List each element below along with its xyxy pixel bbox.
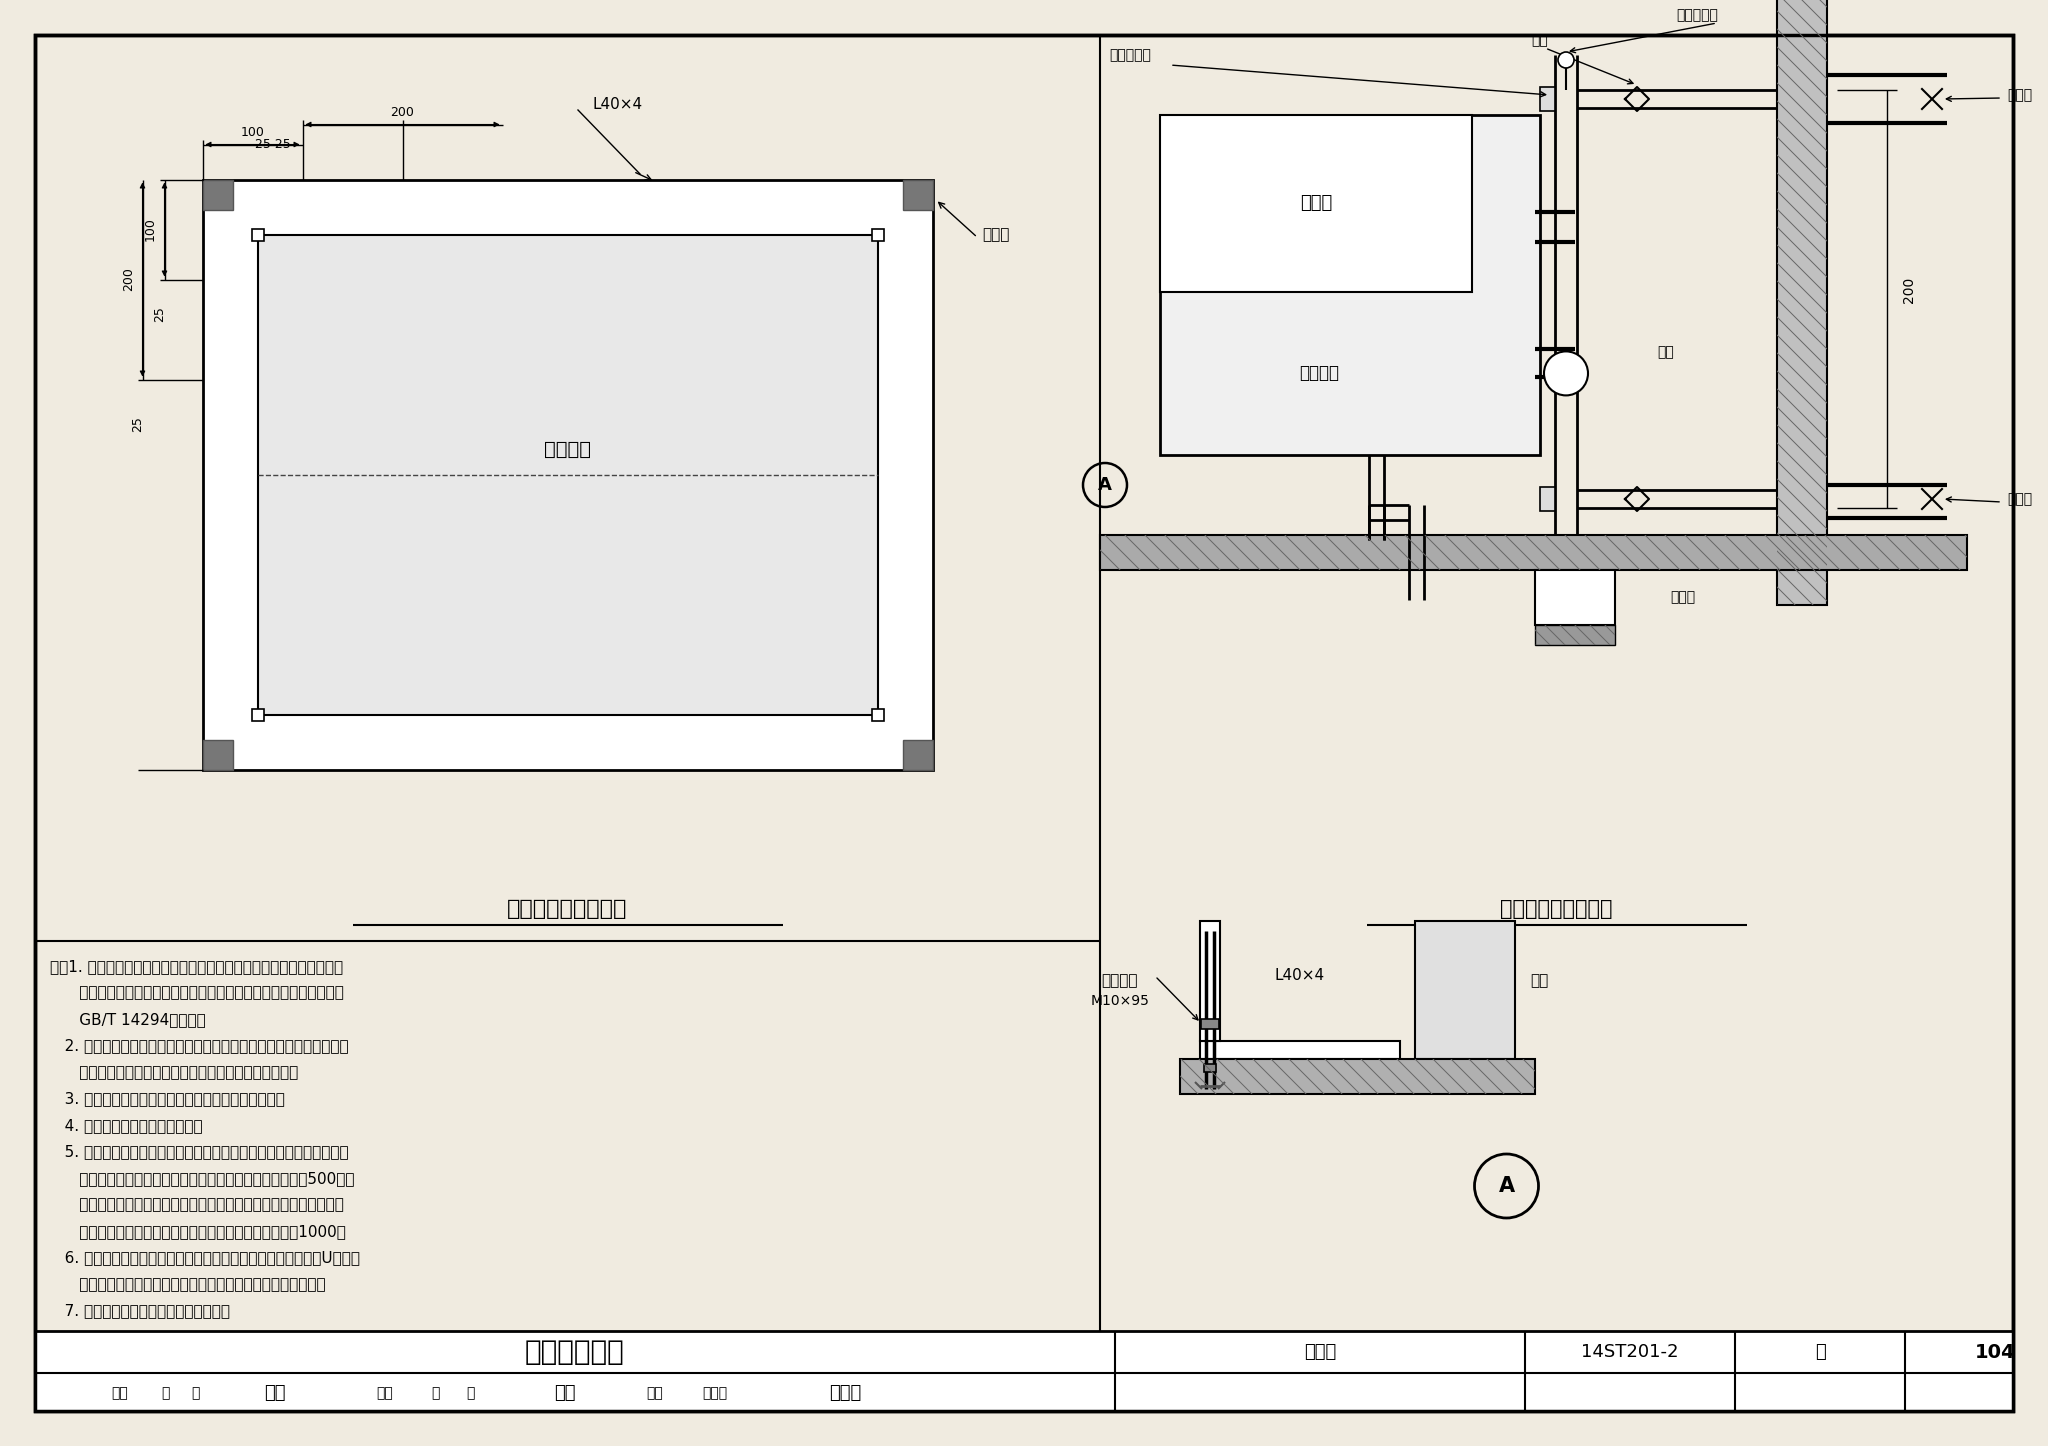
Text: 李辉: 李辉 xyxy=(555,1384,575,1403)
Circle shape xyxy=(1544,351,1587,395)
Text: 科: 科 xyxy=(465,1387,475,1400)
Text: 校对: 校对 xyxy=(377,1387,393,1400)
Text: 100: 100 xyxy=(240,126,264,139)
Bar xyxy=(1415,921,1516,1058)
Text: 25: 25 xyxy=(131,416,143,432)
Bar xyxy=(258,234,877,714)
Text: 6. 基础的强度应能满足机组的运行重量，高度应能满足凝结水U型弯的: 6. 基础的强度应能满足机组的运行重量，高度应能满足凝结水U型弯的 xyxy=(49,1251,360,1265)
Text: 104: 104 xyxy=(1974,1342,2015,1362)
Bar xyxy=(1200,1019,1219,1030)
Text: 25 25: 25 25 xyxy=(254,137,291,150)
Text: 4. 空调机组四周进行限位固定。: 4. 空调机组四周进行限位固定。 xyxy=(49,1118,203,1134)
Text: 杜永强: 杜永强 xyxy=(702,1387,727,1400)
Text: 祁承旭: 祁承旭 xyxy=(829,1384,860,1403)
Text: 基础边: 基础边 xyxy=(983,227,1010,241)
Text: 100: 100 xyxy=(143,217,158,241)
Text: GB/T 14294的规定。: GB/T 14294的规定。 xyxy=(49,1012,205,1027)
Bar xyxy=(1540,487,1554,510)
Text: 铜闸阀: 铜闸阀 xyxy=(2007,492,2032,506)
Bar xyxy=(1100,535,1966,570)
Circle shape xyxy=(1559,52,1575,68)
Bar xyxy=(1536,625,1616,645)
Bar xyxy=(1536,625,1616,645)
Bar xyxy=(203,179,233,210)
Text: 蝶阀: 蝶阀 xyxy=(1657,344,1673,359)
Text: 接宜采用橡胶柔性接头，管道应设置独立的支、吊架。: 接宜采用橡胶柔性接头，管道应设置独立的支、吊架。 xyxy=(49,1066,299,1080)
Bar xyxy=(1200,921,1221,1041)
Text: 设计: 设计 xyxy=(647,1387,664,1400)
Text: 注：1. 组合式空调机组的现场组装应由供应商负责实施，组装完成后应: 注：1. 组合式空调机组的现场组装应由供应商负责实施，组装完成后应 xyxy=(49,959,344,975)
Bar xyxy=(1180,1058,1536,1095)
Text: M10×95: M10×95 xyxy=(1092,993,1149,1008)
Text: 排水沟: 排水沟 xyxy=(1669,590,1696,604)
Text: 200: 200 xyxy=(391,106,414,119)
Text: 105: 105 xyxy=(1556,369,1577,379)
Text: 2. 机组接管最低点应设泄水阀，最高点应设放气阀；水管道与机组连: 2. 机组接管最低点应设泄水阀，最高点应设放气阀；水管道与机组连 xyxy=(49,1038,348,1054)
Text: 3. 在冬季使用时，应有防止盘管、管路冻结的措施。: 3. 在冬季使用时，应有防止盘管、管路冻结的措施。 xyxy=(49,1092,285,1106)
Bar xyxy=(1204,1064,1217,1071)
Text: 进行漏风率检测，漏风率应符合现行国家标准《组合式空调机组》: 进行漏风率检测，漏风率应符合现行国家标准《组合式空调机组》 xyxy=(49,986,344,1001)
Bar xyxy=(903,179,932,210)
Text: 图集号: 图集号 xyxy=(1305,1343,1335,1361)
Bar xyxy=(252,228,264,240)
Text: 25: 25 xyxy=(154,307,166,322)
Text: 14ST201-2: 14ST201-2 xyxy=(1581,1343,1679,1361)
Text: 空调机组: 空调机组 xyxy=(1300,364,1339,382)
Text: 橡胶软接头: 橡胶软接头 xyxy=(1110,48,1151,62)
Text: 蝶阀: 蝶阀 xyxy=(1532,33,1548,48)
Bar xyxy=(1200,1041,1401,1058)
Bar xyxy=(1159,116,1540,455)
Text: 空调机组安装: 空调机组安装 xyxy=(524,1338,625,1366)
Bar xyxy=(203,739,233,769)
Text: 便当万一需要更换盘管时有足够的空间），最小不小于1000。: 便当万一需要更换盘管时有足够的空间），最小不小于1000。 xyxy=(49,1223,346,1239)
Text: 膨胀螺栓: 膨胀螺栓 xyxy=(1102,973,1139,989)
Text: 李莉: 李莉 xyxy=(264,1384,287,1403)
Text: 萌: 萌 xyxy=(190,1387,199,1400)
Bar xyxy=(203,179,932,769)
Bar xyxy=(872,228,883,240)
Text: 200: 200 xyxy=(1903,276,1917,304)
Text: 7. 排水管出口方向顺排水沟水流方向。: 7. 排水管出口方向顺排水沟水流方向。 xyxy=(49,1303,229,1319)
Text: 空调机组: 空调机组 xyxy=(545,440,592,458)
Bar xyxy=(903,739,932,769)
Text: 空调机组接管安装图: 空调机组接管安装图 xyxy=(1501,899,1612,920)
Bar xyxy=(1100,535,1966,570)
Text: 空调机组基础安装图: 空调机组基础安装图 xyxy=(508,899,627,920)
Bar xyxy=(1778,0,1827,604)
Text: 李: 李 xyxy=(430,1387,438,1400)
Text: 要求；凝结水的水封应按空调机组技术文件的要求进行设置。: 要求；凝结水的水封应按空调机组技术文件的要求进行设置。 xyxy=(49,1277,326,1291)
Text: 李: 李 xyxy=(162,1387,170,1400)
Bar xyxy=(252,709,264,720)
Text: L40×4: L40×4 xyxy=(592,97,643,111)
Text: 新风口: 新风口 xyxy=(1300,194,1331,213)
Bar xyxy=(1540,87,1554,111)
Text: 铜闸阀: 铜闸阀 xyxy=(2007,88,2032,103)
Text: 200: 200 xyxy=(123,268,135,292)
Text: L40×4: L40×4 xyxy=(1276,969,1325,983)
Bar xyxy=(35,1330,2013,1411)
Bar xyxy=(1778,0,1827,604)
Text: 5. 有关检修空间的尺寸，机组的四周应尽量留有足够的检修空间。当: 5. 有关检修空间的尺寸，机组的四周应尽量留有足够的检修空间。当 xyxy=(49,1144,348,1160)
Text: 机房空间有限时，按以下原则，非检修门侧应留有不小于500的过: 机房空间有限时，按以下原则，非检修门侧应留有不小于500的过 xyxy=(49,1171,354,1186)
Text: A: A xyxy=(1499,1176,1516,1196)
Text: 页: 页 xyxy=(1815,1343,1825,1361)
Text: 机组: 机组 xyxy=(1530,973,1548,989)
Bar xyxy=(872,709,883,720)
Bar xyxy=(1180,1058,1536,1095)
Text: 自动排气阀: 自动排气阀 xyxy=(1675,9,1718,22)
Text: A: A xyxy=(1098,476,1112,495)
Text: 审核: 审核 xyxy=(113,1387,129,1400)
Bar xyxy=(1536,570,1616,625)
Text: 道，机组进出水管侧或检修门侧应留有不小于一个机组的宽度（以: 道，机组进出水管侧或检修门侧应留有不小于一个机组的宽度（以 xyxy=(49,1197,344,1213)
Bar xyxy=(1159,116,1473,292)
